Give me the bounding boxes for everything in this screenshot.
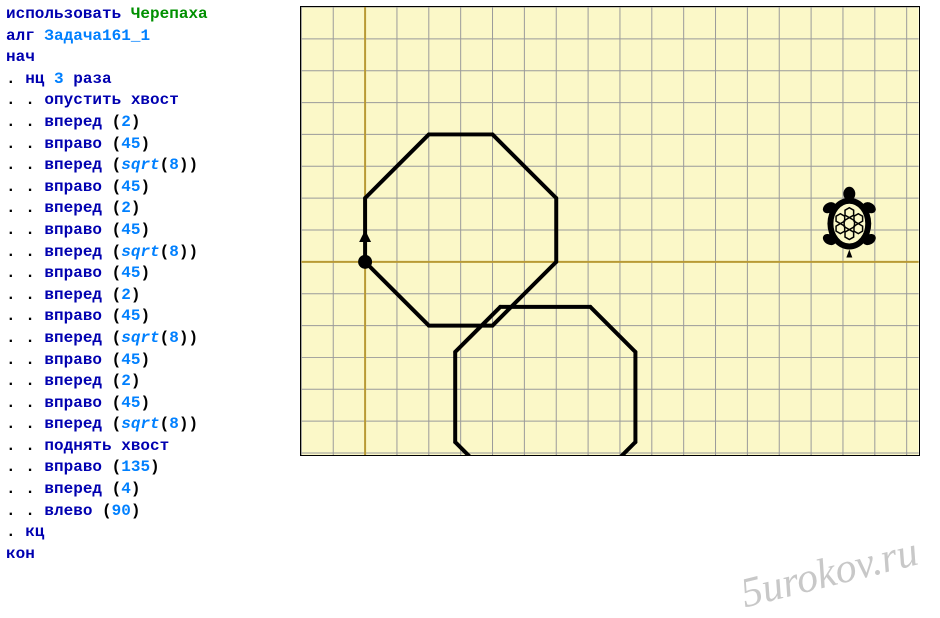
kw-times: раза: [73, 70, 111, 88]
loop-count: 3: [54, 70, 64, 88]
fn-sqrt: sqrt: [121, 156, 159, 174]
cmd-left: влево: [44, 502, 92, 520]
cmd-forward: вперед: [44, 113, 102, 131]
module-name: Черепаха: [131, 5, 208, 23]
code-panel: использовать Черепаха алг Задача161_1 на…: [0, 0, 300, 617]
kw-begin: нач: [6, 48, 35, 66]
kw-alg: алг: [6, 27, 35, 45]
cmd-penup: поднять хвост: [44, 437, 169, 455]
watermark: 5urokov.ru: [736, 528, 923, 618]
canvas-panel: 5urokov.ru: [300, 0, 940, 617]
alg-name: Задача161_1: [44, 27, 150, 45]
turtle-canvas: [300, 6, 920, 456]
kw-loopend: кц: [25, 523, 44, 541]
kw-loop: нц: [25, 70, 44, 88]
kw-end: кон: [6, 545, 35, 563]
kw-use: использовать: [6, 5, 121, 23]
cmd-right: вправо: [44, 135, 102, 153]
cmd-pendown: опустить хвост: [44, 91, 178, 109]
